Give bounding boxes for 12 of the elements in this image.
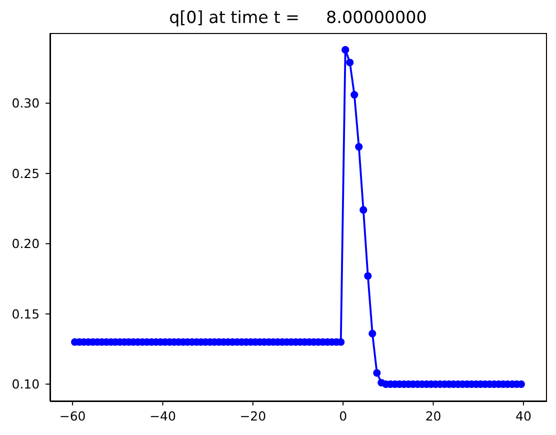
y-tick-label: 0.15 — [12, 306, 40, 322]
y-tick-label: 0.30 — [12, 96, 40, 111]
x-tick-label: −20 — [240, 408, 266, 424]
y-tick-label: 0.20 — [12, 236, 40, 252]
y-tick-label: 0.10 — [12, 376, 40, 392]
x-tick-label: −40 — [150, 408, 176, 424]
x-tick-label: −60 — [59, 408, 86, 424]
chart-title: q[0] at time t = 8.00000000 — [168, 7, 428, 27]
y-tick-label: 0.25 — [12, 166, 40, 181]
x-tick-label: 0 — [339, 408, 348, 424]
x-tick-label: 20 — [425, 408, 442, 424]
x-tick-label: 40 — [516, 408, 532, 424]
